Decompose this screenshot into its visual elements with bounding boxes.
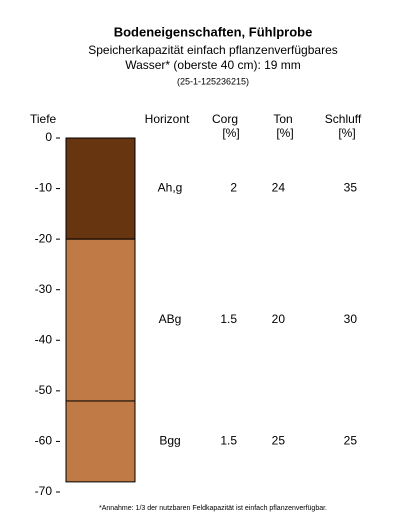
soil-layer bbox=[65, 238, 136, 402]
column-header: Corg bbox=[212, 112, 238, 126]
cell-value: 1.5 bbox=[220, 312, 237, 326]
cell-value: 35 bbox=[344, 181, 358, 195]
sample-id: (25-1-125236215) bbox=[177, 76, 249, 86]
y-tick-label: -60 bbox=[35, 434, 53, 448]
horizon-label: Bgg bbox=[159, 434, 180, 448]
y-tick-label: -30 bbox=[35, 282, 53, 296]
footnote: *Annahme: 1/3 der nutzbaren Feldkapazitä… bbox=[99, 505, 327, 512]
horizon-label: ABg bbox=[159, 312, 182, 326]
y-tick-label: -70 bbox=[35, 484, 53, 498]
cell-value: 30 bbox=[344, 312, 358, 326]
y-tick-label: -40 bbox=[35, 332, 53, 346]
cell-value: 24 bbox=[272, 181, 286, 195]
cell-value: 20 bbox=[272, 312, 286, 326]
cell-value: 25 bbox=[344, 434, 358, 448]
horizon-label: Ah,g bbox=[158, 181, 183, 195]
y-tick-label: -10 bbox=[35, 181, 53, 195]
column-header: Horizont bbox=[145, 112, 190, 126]
y-axis-label: Tiefe bbox=[30, 112, 57, 126]
column-unit: [%] bbox=[222, 126, 239, 140]
chart-subtitle: Speicherkapazität einfach pflanzenverfüg… bbox=[88, 43, 338, 57]
cell-value: 25 bbox=[272, 434, 286, 448]
chart-title: Bodeneigenschaften, Fühlprobe bbox=[114, 24, 313, 39]
column-header: Schluff bbox=[325, 112, 362, 126]
column-unit: [%] bbox=[276, 126, 293, 140]
cell-value: 2 bbox=[230, 181, 237, 195]
y-tick-label: -50 bbox=[35, 383, 53, 397]
column-header: Ton bbox=[273, 112, 292, 126]
soil-layer bbox=[65, 400, 136, 483]
chart-subtitle: Wasser* (oberste 40 cm): 19 mm bbox=[125, 58, 301, 72]
y-tick-label: -20 bbox=[35, 231, 53, 245]
column-unit: [%] bbox=[338, 126, 355, 140]
soil-layer bbox=[65, 137, 136, 240]
cell-value: 1.5 bbox=[220, 434, 237, 448]
y-tick-label: 0 bbox=[45, 130, 52, 144]
